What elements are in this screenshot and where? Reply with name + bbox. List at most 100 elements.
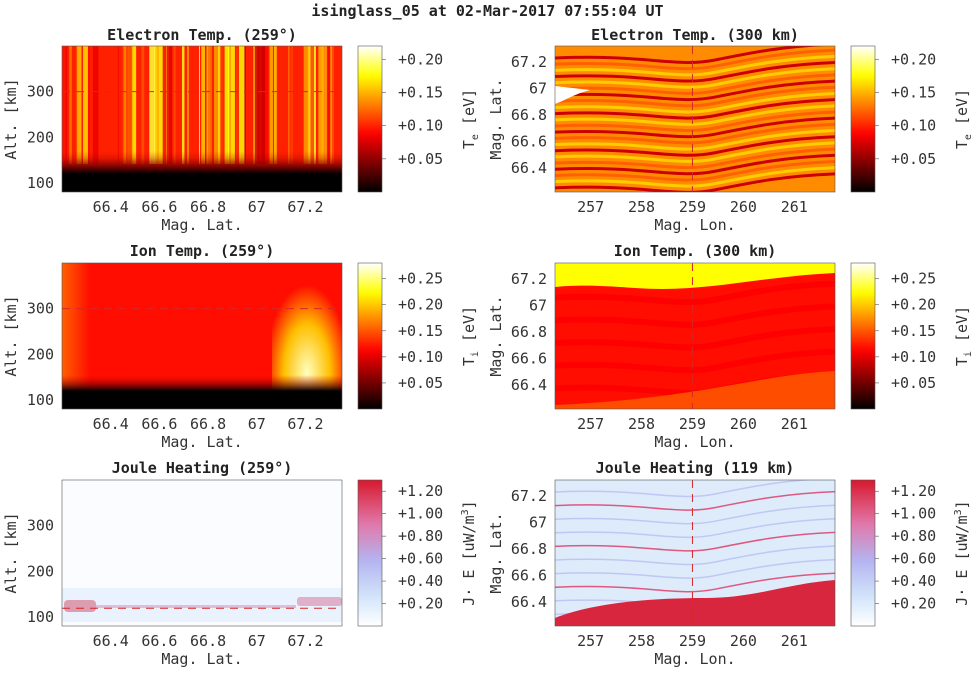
heatmap-column <box>261 46 266 164</box>
plot-frame <box>61 262 343 410</box>
colorbar-tick-label: +1.20 <box>398 482 443 500</box>
heatmap-contour-band <box>555 129 835 151</box>
x-axis-label: Mag. Lon. <box>654 433 735 451</box>
heatmap-contour-band <box>555 48 835 71</box>
heatmap-column <box>254 46 261 164</box>
heatmap-column <box>310 46 315 164</box>
heatmap-column <box>220 46 225 164</box>
heatmap-contour-band <box>555 280 835 306</box>
heatmap-hot-region-bottom <box>555 580 835 626</box>
x-tick-label: 67.2 <box>287 632 323 650</box>
heatmap-contour-band <box>555 116 835 139</box>
heatmap-column <box>128 46 133 164</box>
y-tick-label: 100 <box>27 391 54 409</box>
colorbar-tick-label: +0.20 <box>891 50 936 68</box>
heatmap-contour-band <box>555 545 835 566</box>
heatmap-column <box>83 46 88 164</box>
heatmap-area <box>62 263 342 409</box>
colorbar-tick-label: +0.40 <box>398 572 443 590</box>
x-axis-label: Mag. Lat. <box>161 433 242 451</box>
panel-2: 66.4 66.6 66.8 67 67.2 100 200 300 Mag. Lat. Alt.… <box>2 262 481 451</box>
y-tick-label: 200 <box>27 345 54 363</box>
heatmap-column <box>318 46 324 164</box>
y-axis-label: Mag. Lat. <box>487 295 505 376</box>
colorbar-tick-label: +1.00 <box>891 505 936 523</box>
colorbar <box>850 479 876 627</box>
colorbar-tick-label: +0.80 <box>398 527 443 545</box>
heatmap-column <box>69 46 72 164</box>
heatmap-area <box>62 480 342 626</box>
heatmap-column <box>154 46 158 164</box>
heatmap-column <box>303 46 308 164</box>
heatmap-contour-band <box>555 79 835 102</box>
panel-title-electron-temp-259: Electron Temp. (259°) <box>107 26 297 44</box>
colorbar-tick-label: +1.00 <box>398 505 443 523</box>
heatmap-area <box>555 46 835 192</box>
heatmap-contour-band <box>555 572 835 593</box>
x-tick-label: 67 <box>248 415 266 433</box>
heatmap-contour-band <box>555 504 835 525</box>
heatmap-contour-band <box>555 135 835 157</box>
y-tick-label: 200 <box>27 128 54 146</box>
heatmap-column <box>325 46 329 164</box>
heatmap-column <box>124 46 127 164</box>
y-tick-label: 66.8 <box>511 106 547 124</box>
heatmap-contour-band <box>555 490 835 511</box>
panel-title-joule-heating-259: Joule Heating (259°) <box>111 459 293 477</box>
heatmap-dark-floor <box>62 174 342 192</box>
x-tick-label: 261 <box>781 198 808 216</box>
panel-title-ion-temp-300km: Ion Temp. (300 km) <box>613 242 777 260</box>
heatmap-column <box>330 46 332 164</box>
x-tick-label: 260 <box>730 415 757 433</box>
x-tick-label: 258 <box>628 415 655 433</box>
colorbar-tick-label: +0.25 <box>398 270 443 288</box>
heatmap-area <box>62 46 342 192</box>
y-tick-label: 300 <box>27 517 54 535</box>
y-tick-label: 66.4 <box>511 376 547 394</box>
plot-frame <box>61 479 343 627</box>
heatmap-gradient-band <box>62 158 342 174</box>
colorbar-tick-label: +0.20 <box>398 50 443 68</box>
heatmap-column <box>265 46 269 164</box>
panel-5: 257 258 259 260 261 66.4 66.6 66.8 67 67.2 Mag. Lo… <box>487 479 971 668</box>
x-tick-label: 66.6 <box>141 632 177 650</box>
y-tick-label: 67 <box>529 296 547 314</box>
x-tick-label: 260 <box>730 632 757 650</box>
x-tick-label: 66.8 <box>190 632 226 650</box>
heatmap-low-band <box>62 588 342 622</box>
heatmap-column <box>141 46 145 164</box>
colorbar-tick-label: +0.60 <box>891 550 936 568</box>
heatmap-column <box>326 46 331 164</box>
heatmap-contour-band <box>555 122 835 145</box>
y-tick-label: 66.6 <box>511 350 547 368</box>
colorbar-tick-label: +0.10 <box>398 117 443 135</box>
colorbar-label: Te [eV] <box>953 89 974 149</box>
colorbar-label: Ti [eV] <box>953 306 974 366</box>
x-axis-label: Mag. Lon. <box>654 216 735 234</box>
plot-frame <box>554 262 836 410</box>
heatmap-column <box>76 46 82 164</box>
x-tick-label: 258 <box>628 198 655 216</box>
heatmap-warm-region-top <box>555 263 835 289</box>
heatmap-contour-band <box>555 98 835 120</box>
x-axis-label: Mag. Lat. <box>161 650 242 668</box>
heatmap-saturated-region <box>555 86 590 104</box>
colorbar <box>357 262 383 410</box>
heatmap-column <box>181 46 185 164</box>
y-axis-label: Mag. Lat. <box>487 78 505 159</box>
y-tick-label: 66.8 <box>511 323 547 341</box>
x-tick-label: 257 <box>577 415 604 433</box>
heatmap-contour-band <box>555 166 835 188</box>
heatmap-contour-band <box>555 91 835 114</box>
heatmap-column <box>307 46 310 164</box>
heatmap-column <box>92 46 99 164</box>
x-tick-label: 257 <box>577 198 604 216</box>
heatmap-warm-region-bottom <box>555 371 835 409</box>
plot-frame <box>61 45 343 193</box>
heatmap-contour-band <box>555 303 835 328</box>
y-tick-label: 67 <box>529 513 547 531</box>
colorbar-tick-label: +0.15 <box>398 322 443 340</box>
y-tick-label: 67 <box>529 79 547 97</box>
y-tick-label: 67.2 <box>511 487 547 505</box>
